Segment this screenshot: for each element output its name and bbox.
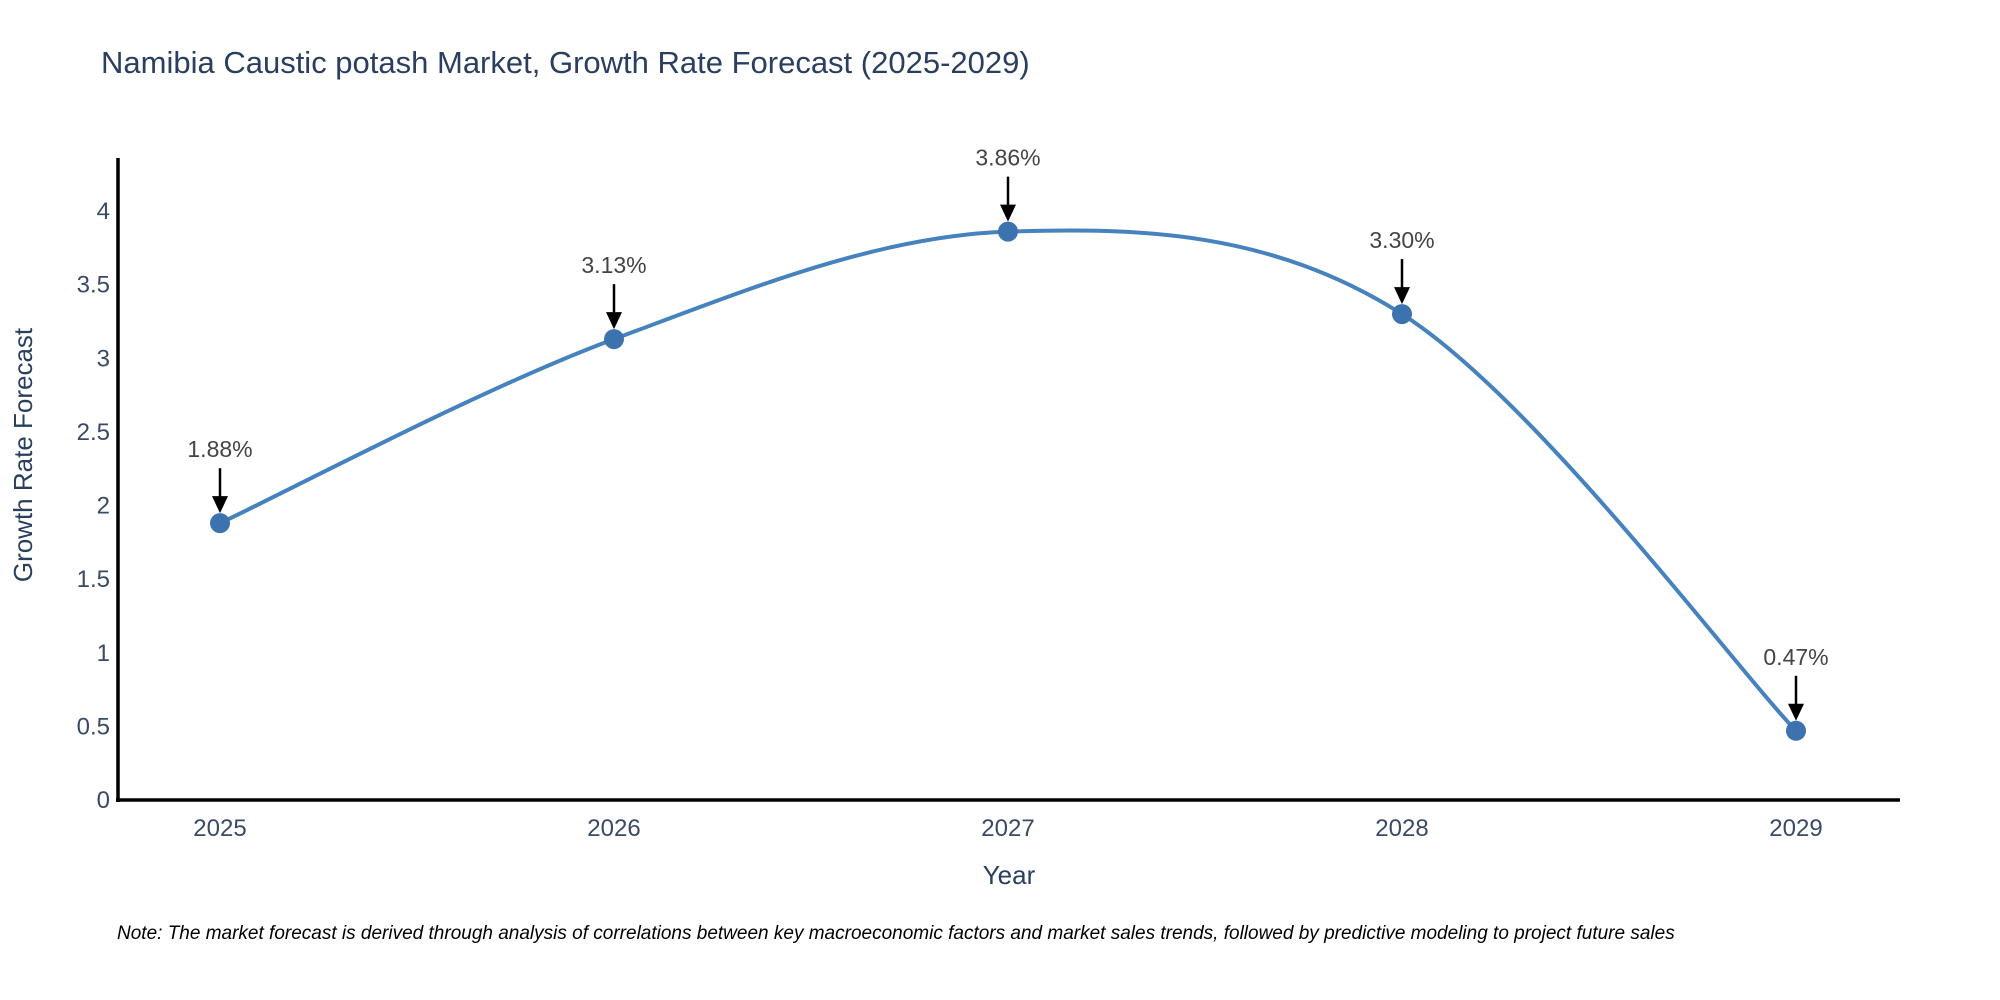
x-tick-label: 2028 [1375, 815, 1428, 842]
x-axis-title: Year [983, 860, 1036, 890]
annotation-arrowhead [212, 496, 228, 514]
x-tick-label: 2026 [587, 815, 640, 842]
point-annotation-label: 3.30% [1369, 227, 1434, 253]
y-tick-label: 3 [97, 345, 110, 372]
y-tick-label: 4 [97, 198, 110, 225]
y-tick-label: 1.5 [77, 566, 110, 593]
x-tick-label: 2029 [1769, 815, 1822, 842]
y-axis-title: Growth Rate Forecast [8, 327, 38, 582]
annotation-arrowhead [606, 312, 622, 330]
x-tick-label: 2025 [193, 815, 246, 842]
y-axis-tick-labels: 0 0.5 1 1.5 2 2.5 3 3.5 4 [77, 198, 110, 814]
y-tick-label: 0.5 [77, 713, 110, 740]
y-tick-label: 2.5 [77, 419, 110, 446]
point-annotation-label: 3.86% [975, 145, 1040, 171]
point-annotation-label: 1.88% [187, 436, 252, 462]
chart-title: Namibia Caustic potash Market, Growth Ra… [101, 45, 1030, 80]
x-tick-label: 2027 [981, 815, 1034, 842]
footer-note: Note: The market forecast is derived thr… [117, 923, 1675, 944]
data-point-2028 [1392, 304, 1412, 325]
forecast-line [218, 228, 1798, 733]
forecast-line-series [210, 221, 1806, 741]
point-annotations: 1.88% 3.13% 3.86% 3.30% 0.47% [187, 145, 1829, 721]
annotation-arrowhead [1000, 204, 1016, 222]
data-point-2025 [210, 513, 230, 534]
y-tick-label: 2 [97, 493, 110, 520]
point-annotation-label: 3.13% [581, 252, 646, 278]
annotation-arrowhead [1788, 703, 1804, 721]
x-axis-tick-labels: 2025 2026 2027 2028 2029 [193, 815, 1822, 842]
data-point-2026 [604, 329, 624, 350]
y-tick-label: 1 [97, 640, 110, 667]
point-annotation-label: 0.47% [1763, 644, 1828, 670]
data-point-2027 [998, 221, 1018, 242]
y-tick-label: 3.5 [77, 272, 110, 299]
y-tick-label: 0 [97, 787, 110, 814]
data-point-2029 [1786, 720, 1806, 741]
annotation-arrowhead [1394, 287, 1410, 305]
